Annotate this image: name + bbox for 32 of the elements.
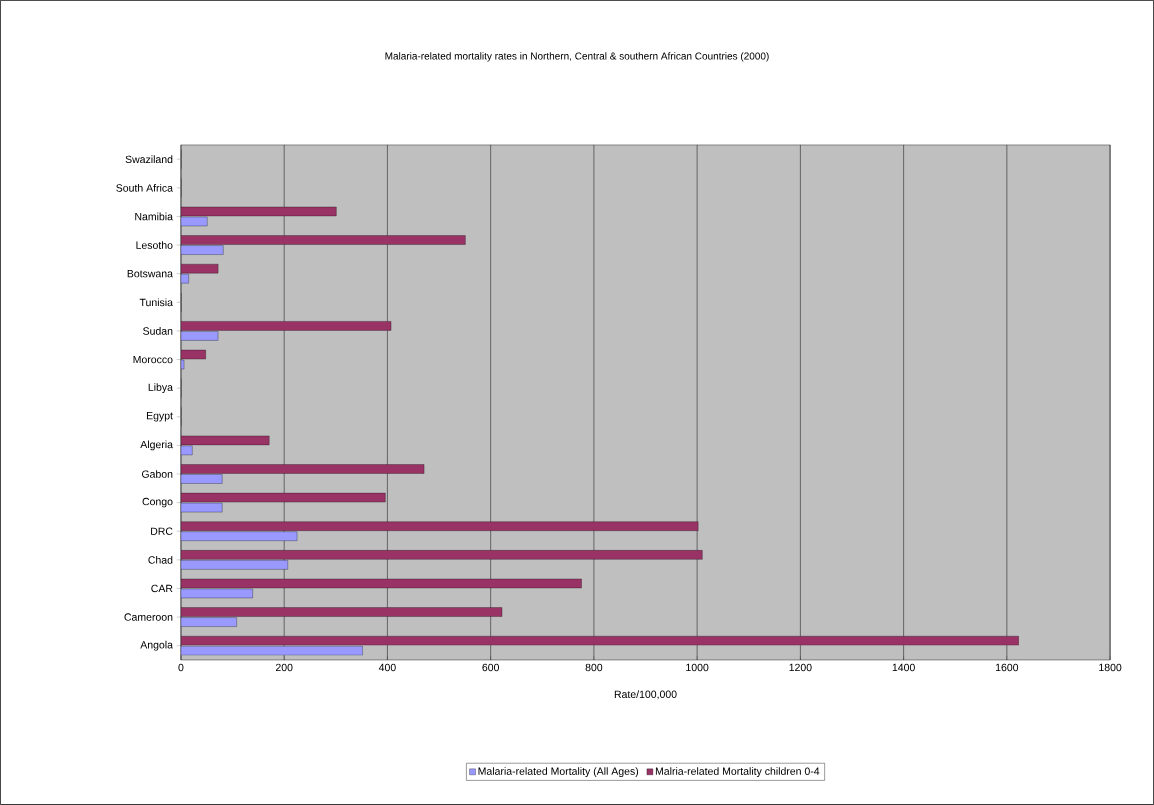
y-tick-label: Swaziland	[125, 155, 173, 164]
x-tick-label: 0	[178, 663, 184, 672]
x-tick-label: 600	[482, 663, 499, 672]
y-tick-label: Angola	[140, 640, 173, 651]
y-tick-label: Libya	[148, 383, 173, 394]
y-tick-label: CAR	[151, 584, 173, 593]
chart-title: Malaria-related mortality rates in Northern, Central & southern African Countries (2000)	[385, 52, 769, 62]
x-axis-title: Rate/100,000	[614, 690, 677, 700]
y-tick-label: Gabon	[141, 470, 173, 478]
y-tick-label: Botswana	[127, 270, 173, 278]
y-tick-label: South Africa	[116, 184, 173, 192]
y-tick-label: Tunisia	[139, 298, 173, 307]
y-tick-label: Chad	[148, 556, 173, 564]
y-tick-label: Sudan	[143, 327, 173, 335]
y-tick-label: DRC	[151, 527, 173, 535]
y-tick-label: Namibia	[135, 212, 173, 221]
y-tick-label: Egypt	[146, 412, 173, 422]
x-tick-label: 1000	[686, 663, 709, 672]
y-tick-label: Lesotho	[136, 241, 173, 249]
y-tick-label: Algeria	[140, 440, 173, 451]
x-tick-label: 800	[585, 663, 603, 672]
y-tick-label: Cameroon	[124, 613, 173, 621]
y-tick-label: Morocco	[133, 355, 173, 364]
legend-label: Malria-related Mortality children 0-4	[655, 767, 820, 778]
x-tick-label: 1600	[995, 663, 1019, 672]
x-tick-label: 1800	[1099, 663, 1122, 672]
legend-label: Malaria-related Mortality (All Ages)	[478, 767, 639, 778]
x-tick-label: 200	[275, 663, 293, 672]
x-tick-label: 1200	[789, 663, 812, 672]
y-tick-label: Congo	[142, 497, 173, 508]
x-tick-label: 1400	[892, 663, 915, 672]
x-tick-label: 400	[378, 663, 396, 672]
